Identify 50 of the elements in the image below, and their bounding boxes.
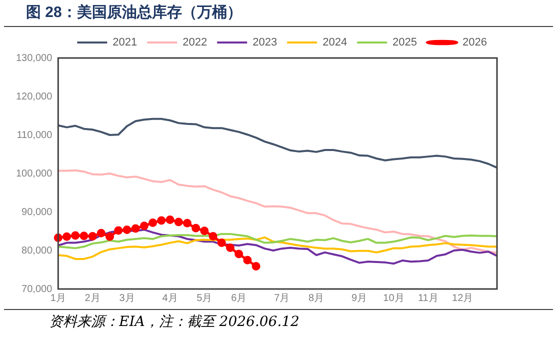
y-tick-label: 70,000 — [22, 284, 53, 295]
point — [166, 215, 174, 224]
x-tick-label: 1月 — [50, 292, 66, 304]
chart-title: 图 28：美国原油总库存（万桶） — [4, 0, 553, 27]
x-tick-label: 8月 — [308, 292, 324, 304]
point — [71, 231, 80, 240]
x-tick-label: 2月 — [84, 292, 100, 304]
legend-label: 2022 — [182, 36, 208, 49]
point — [234, 250, 244, 258]
point — [122, 225, 132, 234]
y-tick-label: 120,000 — [16, 91, 53, 102]
point — [114, 226, 123, 235]
x-tick-label: 6月 — [231, 292, 247, 304]
x-tick-label: 12月 — [452, 292, 474, 304]
legend-label: 2025 — [392, 36, 418, 49]
point — [148, 218, 158, 228]
y-tick-label: 130,000 — [16, 52, 53, 64]
point — [192, 224, 200, 232]
point — [80, 232, 88, 240]
text: 资料来源：EIA，注：截至 2026.06.12 — [49, 314, 300, 330]
legend-label: 2021 — [112, 36, 138, 49]
point — [157, 216, 166, 225]
point — [96, 228, 106, 238]
point — [226, 244, 234, 252]
point — [200, 226, 209, 236]
y-tick-label: 110,000 — [16, 130, 53, 141]
y-tick-label: 90,000 — [22, 206, 53, 218]
legend-label: 2023 — [252, 36, 278, 49]
legend-label: 2024 — [322, 36, 348, 49]
point — [131, 224, 140, 233]
point — [88, 232, 97, 241]
point — [140, 222, 148, 230]
legend-label: 2026 — [462, 36, 488, 49]
x-tick-label: 3月 — [119, 292, 135, 304]
point — [243, 256, 252, 264]
point — [174, 218, 183, 226]
point — [217, 238, 226, 248]
point — [252, 262, 260, 271]
y-tick-label: 100,000 — [16, 168, 53, 180]
x-tick-label: 7月 — [274, 292, 290, 304]
point — [106, 232, 114, 241]
x-tick-label: 4月 — [162, 292, 178, 304]
y-tick-label: 80,000 — [22, 245, 53, 256]
point — [182, 218, 192, 228]
point — [208, 232, 218, 241]
x-tick-label: 10月 — [383, 292, 404, 304]
x-tick-label: 9月 — [352, 292, 368, 304]
point — [62, 232, 72, 241]
x-tick-label: 5月 — [196, 292, 212, 304]
x-tick-label: 11月 — [418, 292, 438, 304]
